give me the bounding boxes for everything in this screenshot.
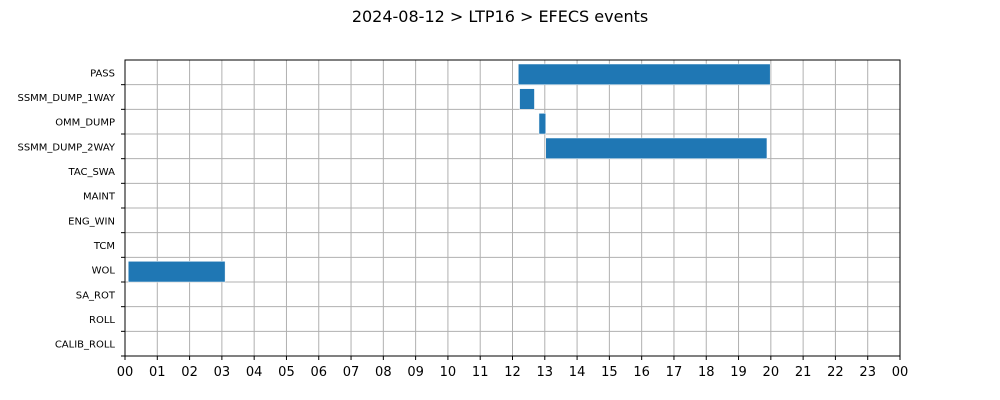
y-tick-label-tcm: TCM: [93, 241, 115, 252]
x-tick-label: 18: [698, 365, 715, 380]
x-tick-label: 01: [149, 365, 166, 380]
event-bars: [127, 63, 771, 283]
x-tick-label: 17: [666, 365, 683, 380]
y-tick-label-roll: ROLL: [89, 315, 115, 326]
x-tick-label: 00: [892, 365, 909, 380]
y-tick-label-eng-win: ENG_WIN: [68, 216, 115, 227]
x-tick-label: 02: [181, 365, 198, 380]
y-tick-label-wol: WOL: [92, 266, 116, 277]
x-tick-label: 16: [633, 365, 650, 380]
x-tick-label: 10: [440, 365, 457, 380]
x-tick-label: 06: [310, 365, 327, 380]
x-tick-label: 15: [601, 365, 618, 380]
event-bar-ssmm-dump-1way: [519, 88, 535, 110]
x-tick-label: 23: [859, 365, 876, 380]
y-tick-label-tac-swa: TAC_SWA: [67, 167, 115, 178]
x-tick-label: 08: [375, 365, 392, 380]
chart-title: 2024-08-12 > LTP16 > EFECS events: [352, 7, 648, 26]
grid-lines: [125, 60, 900, 356]
x-tick-label: 14: [569, 365, 586, 380]
y-tick-label-pass: PASS: [90, 68, 115, 79]
y-axis-ticks: PASS SSMM_DUMP_1WAY OMM_DUMP SSMM_DUMP_2WAY…: [17, 68, 125, 357]
x-tick-label: 13: [537, 365, 554, 380]
x-tick-label: 04: [246, 365, 263, 380]
x-tick-label: 21: [795, 365, 812, 380]
x-tick-label: 03: [214, 365, 231, 380]
event-bar-pass: [518, 63, 771, 85]
y-tick-label-ssmm-dump-2way: SSMM_DUMP_2WAY: [17, 142, 115, 153]
x-tick-label: 19: [730, 365, 747, 380]
x-axis-ticks: 00 01 02 03 04 05 06 07 08 09 10 11 12 13 14 15 16 17 18 19…: [117, 356, 909, 380]
y-tick-label-ssmm-dump-1way: SSMM_DUMP_1WAY: [17, 93, 115, 104]
x-tick-label: 20: [763, 365, 780, 380]
x-tick-label: 11: [472, 365, 489, 380]
x-tick-label: 22: [827, 365, 844, 380]
x-tick-label: 12: [504, 365, 521, 380]
y-tick-label-omm-dump: OMM_DUMP: [55, 118, 115, 129]
y-tick-label-maint: MAINT: [83, 192, 116, 203]
event-bar-wol: [127, 261, 226, 283]
event-bar-ssmm-dump-2way: [545, 137, 768, 159]
y-tick-label-calib-roll: CALIB_ROLL: [55, 340, 116, 351]
x-tick-label: 09: [407, 365, 424, 380]
event-bar-omm-dump: [538, 113, 547, 135]
x-tick-label: 07: [343, 365, 360, 380]
x-tick-label: 05: [278, 365, 295, 380]
y-tick-label-sa-rot: SA_ROT: [76, 290, 116, 301]
x-tick-label: 00: [117, 365, 134, 380]
